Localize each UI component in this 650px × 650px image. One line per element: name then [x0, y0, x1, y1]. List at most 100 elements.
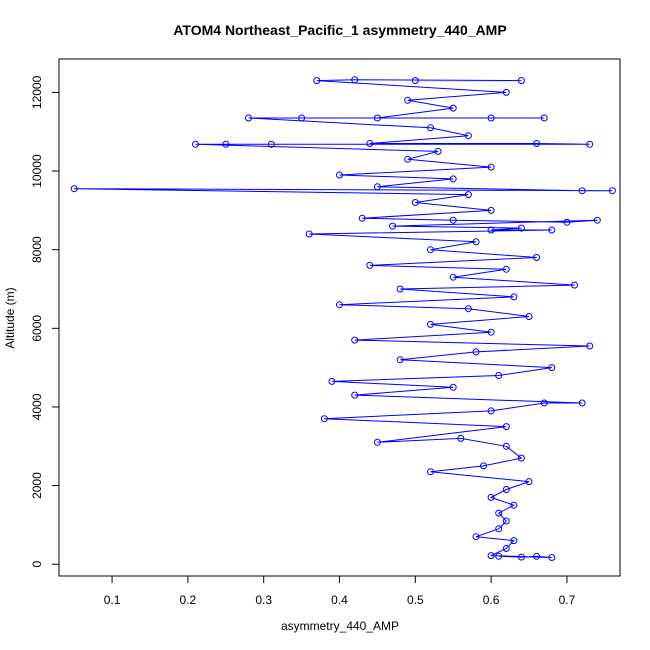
data-point [389, 222, 397, 230]
data-point [411, 77, 419, 85]
data-point [245, 114, 252, 122]
data-point [548, 364, 556, 372]
x-tick-label: 0.4 [331, 593, 348, 607]
data-point [404, 96, 412, 104]
y-tick-label: 8000 [30, 236, 44, 263]
data-point [502, 545, 510, 552]
data-point [298, 114, 306, 122]
data-point [427, 468, 434, 476]
data-point [502, 517, 510, 525]
data-point [510, 501, 518, 509]
data-point [464, 132, 472, 140]
data-point [336, 171, 343, 179]
y-tick-label: 2000 [30, 472, 44, 499]
series-line [74, 79, 613, 558]
x-tick-label: 0.6 [483, 593, 500, 607]
data-point [487, 163, 495, 171]
data-point [525, 313, 533, 320]
data-point [517, 454, 525, 462]
data-point [533, 140, 541, 147]
data-point [396, 356, 404, 364]
data-point [578, 399, 586, 407]
data-point [495, 372, 503, 379]
y-axis: 0 2000 4000 6000 8000 10000 12000 [30, 75, 59, 568]
data-point [366, 261, 374, 269]
data-point [487, 493, 495, 501]
data-point [449, 383, 457, 391]
data-point [411, 199, 419, 206]
data-point [373, 183, 381, 191]
data-point [427, 124, 434, 132]
data-point [578, 187, 586, 195]
y-tick-label: 4000 [30, 393, 44, 420]
data-point [540, 399, 548, 407]
data-point [351, 391, 359, 399]
data-point [548, 226, 556, 234]
data-point [480, 462, 487, 470]
plot-frame [58, 58, 621, 577]
data-points [70, 76, 616, 561]
data-point [222, 140, 230, 148]
data-point [449, 175, 457, 183]
data-point [517, 77, 525, 85]
data-point [495, 552, 503, 560]
data-point [502, 265, 510, 273]
data-point [495, 525, 503, 533]
data-point [563, 218, 571, 226]
chart-title: ATOM4 Northeast_Pacific_1 asymmetry_440_… [173, 22, 506, 38]
data-point [517, 224, 525, 232]
data-point [502, 88, 510, 96]
x-tick-label: 0.5 [407, 593, 424, 607]
data-point [427, 320, 434, 328]
x-axis-label: asymmetry_440_AMP [281, 619, 399, 633]
data-point [502, 486, 510, 493]
data-point [510, 293, 518, 301]
y-tick-label: 0 [30, 561, 44, 568]
data-point [533, 254, 541, 261]
data-point [267, 140, 275, 148]
y-axis-label: Altitude (m) [3, 287, 17, 348]
data-point [502, 423, 510, 431]
data-point [373, 114, 381, 122]
data-point [449, 216, 457, 224]
data-point [328, 377, 336, 385]
y-tick-label: 6000 [30, 315, 44, 342]
y-tick-label: 10000 [30, 154, 44, 188]
data-point [472, 533, 480, 541]
data-point [351, 76, 359, 84]
data-point [305, 230, 313, 238]
data-point [427, 246, 434, 254]
data-point [320, 415, 328, 423]
data-point [373, 438, 381, 446]
data-point [586, 140, 594, 148]
data-point [313, 77, 321, 85]
x-tick-label: 0.2 [180, 593, 197, 607]
data-point [70, 185, 78, 193]
data-point [449, 273, 457, 281]
data-point [502, 442, 510, 450]
data-point [336, 301, 343, 309]
y-tick-label: 12000 [30, 75, 44, 109]
data-point [457, 434, 465, 442]
data-point [517, 553, 525, 561]
data-point [533, 552, 541, 560]
data-point [487, 226, 495, 234]
data-point [586, 342, 594, 350]
x-axis: 0.1 0.2 0.3 0.4 0.5 0.6 0.7 [104, 576, 576, 607]
data-point [358, 214, 366, 222]
data-point [487, 552, 495, 560]
data-point [404, 155, 412, 163]
x-tick-label: 0.7 [559, 593, 576, 607]
data-point [449, 104, 457, 112]
data-point [487, 114, 495, 122]
data-point [472, 238, 480, 246]
data-point [571, 281, 578, 289]
x-tick-label: 0.1 [104, 593, 121, 607]
data-point [464, 305, 472, 313]
data-point [487, 407, 495, 415]
data-point [593, 216, 601, 224]
data-point [608, 187, 616, 195]
data-point [487, 206, 495, 214]
data-point [192, 140, 199, 148]
